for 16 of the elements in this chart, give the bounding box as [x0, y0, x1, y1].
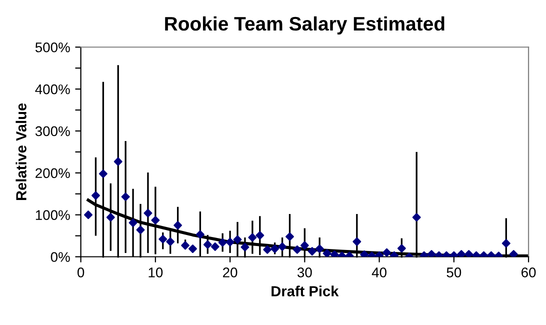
- y-tick-label: 300%: [35, 126, 70, 136]
- x-tick-label: 10: [148, 268, 163, 278]
- x-tick-label: 0: [77, 268, 84, 278]
- x-tick-label: 20: [223, 268, 238, 278]
- x-tick-label: 30: [297, 268, 312, 278]
- x-tick-label: 40: [372, 268, 386, 278]
- y-tick-label: 400%: [35, 84, 70, 94]
- y-axis-title: Relative Value: [16, 103, 26, 200]
- x-axis-title: Draft Pick: [272, 286, 339, 296]
- y-tick-label: 500%: [35, 42, 70, 52]
- y-tick-label: 100%: [36, 210, 70, 220]
- x-tick-label: 50: [446, 268, 462, 278]
- y-tick-label: 0%: [50, 252, 70, 262]
- chart-title: Rookie Team Salary Estimated: [165, 16, 444, 34]
- x-tick-label: 60: [522, 268, 536, 278]
- y-tick-label: 200%: [36, 168, 70, 178]
